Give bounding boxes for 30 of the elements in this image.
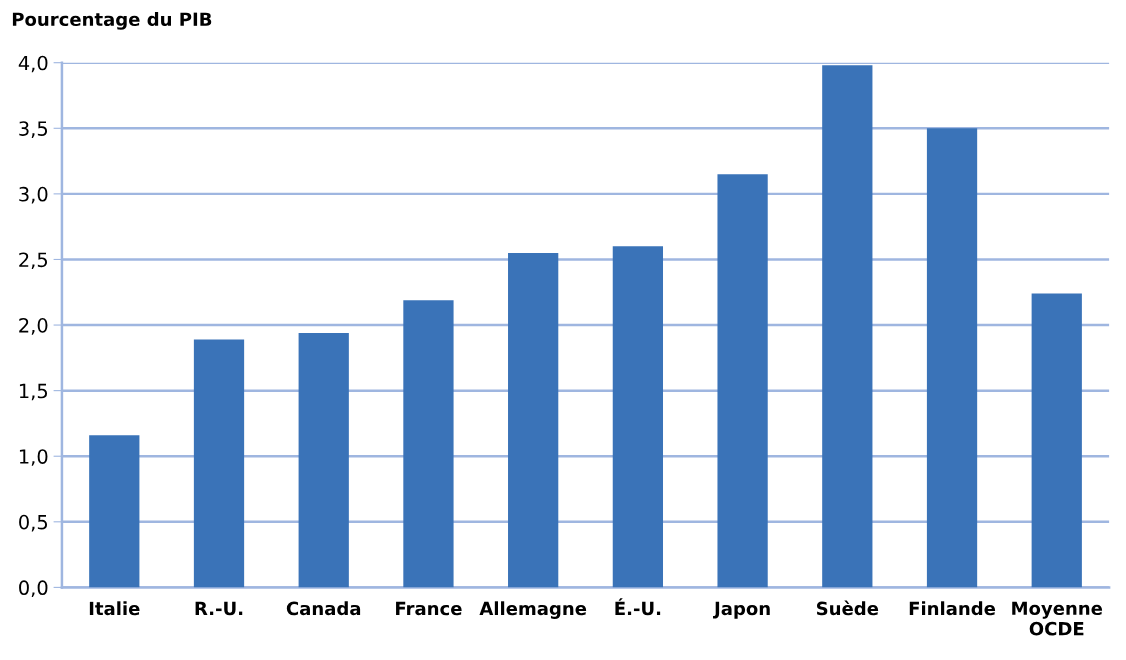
x-tick-label: Italie xyxy=(89,601,140,616)
bar xyxy=(508,252,559,588)
bar xyxy=(298,332,349,588)
y-axis-title: Pourcentage du PIB xyxy=(12,12,212,30)
x-tick-label: Allemagne xyxy=(479,601,587,619)
y-tick-label: 3,0 xyxy=(19,186,48,204)
y-tick-label: 0,0 xyxy=(19,580,48,598)
bar xyxy=(717,174,768,588)
bar xyxy=(612,246,664,588)
y-tick-label: 1,5 xyxy=(19,383,48,401)
y-tick-label: 2,5 xyxy=(19,252,48,270)
x-tick-label: Japon xyxy=(713,601,770,619)
bar xyxy=(1031,293,1082,588)
x-tick-label: Moyenne OCDE xyxy=(1012,601,1103,636)
x-tick-label: France xyxy=(396,601,462,616)
bar xyxy=(926,128,978,588)
y-tick-label: 3,5 xyxy=(19,121,48,138)
x-tick-label: Finlande xyxy=(909,601,996,616)
x-tick-label: Canada xyxy=(286,601,361,616)
x-tick-label: R.-U. xyxy=(195,601,243,616)
x-tick-label: Suède xyxy=(816,600,879,616)
y-tick-label: 0,5 xyxy=(19,514,48,532)
y-tick-label: 1,0 xyxy=(19,449,48,466)
x-tick-label: É.-U. xyxy=(615,598,661,616)
bar xyxy=(403,300,454,588)
bar xyxy=(822,65,873,588)
y-tick-label: 4,0 xyxy=(18,55,48,73)
y-tick-label: 2,0 xyxy=(19,318,48,335)
bar xyxy=(89,435,140,588)
bar xyxy=(193,339,245,588)
